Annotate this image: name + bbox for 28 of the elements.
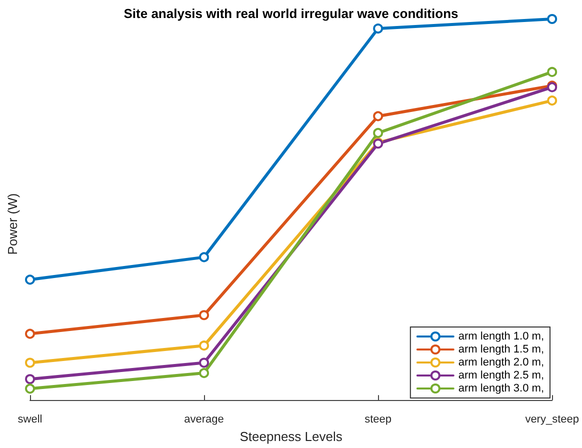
point bbox=[25, 374, 35, 384]
point bbox=[199, 340, 210, 351]
point bbox=[25, 358, 35, 368]
x-tick-label: swell bbox=[18, 414, 42, 426]
point bbox=[373, 128, 384, 138]
point bbox=[199, 252, 210, 262]
point bbox=[25, 274, 35, 285]
point bbox=[547, 96, 558, 106]
point bbox=[25, 328, 35, 339]
point bbox=[547, 14, 558, 24]
x-tick-label: steep bbox=[364, 414, 392, 426]
chart-title: Site analysis with real world irregular wave conditions bbox=[124, 6, 458, 21]
point bbox=[25, 384, 35, 394]
point bbox=[199, 368, 210, 378]
legend-label: arm length 1.5 m, bbox=[458, 344, 544, 356]
x-tick-label: average bbox=[184, 414, 224, 426]
point bbox=[199, 358, 210, 368]
legend-label: arm length 2.0 m, bbox=[458, 356, 544, 368]
legend-label: arm length 2.5 m, bbox=[458, 370, 544, 382]
legend-label: arm length 1.0 m, bbox=[458, 330, 544, 342]
legend-label: arm length 3.0 m, bbox=[458, 382, 544, 394]
x-tick-label: very_steep bbox=[525, 414, 579, 426]
point bbox=[199, 310, 210, 320]
point bbox=[373, 24, 384, 34]
point bbox=[373, 111, 384, 122]
x-axis-title: Steepness Levels bbox=[240, 429, 343, 444]
point bbox=[547, 66, 558, 77]
y-axis-title: Power (W) bbox=[5, 193, 20, 255]
